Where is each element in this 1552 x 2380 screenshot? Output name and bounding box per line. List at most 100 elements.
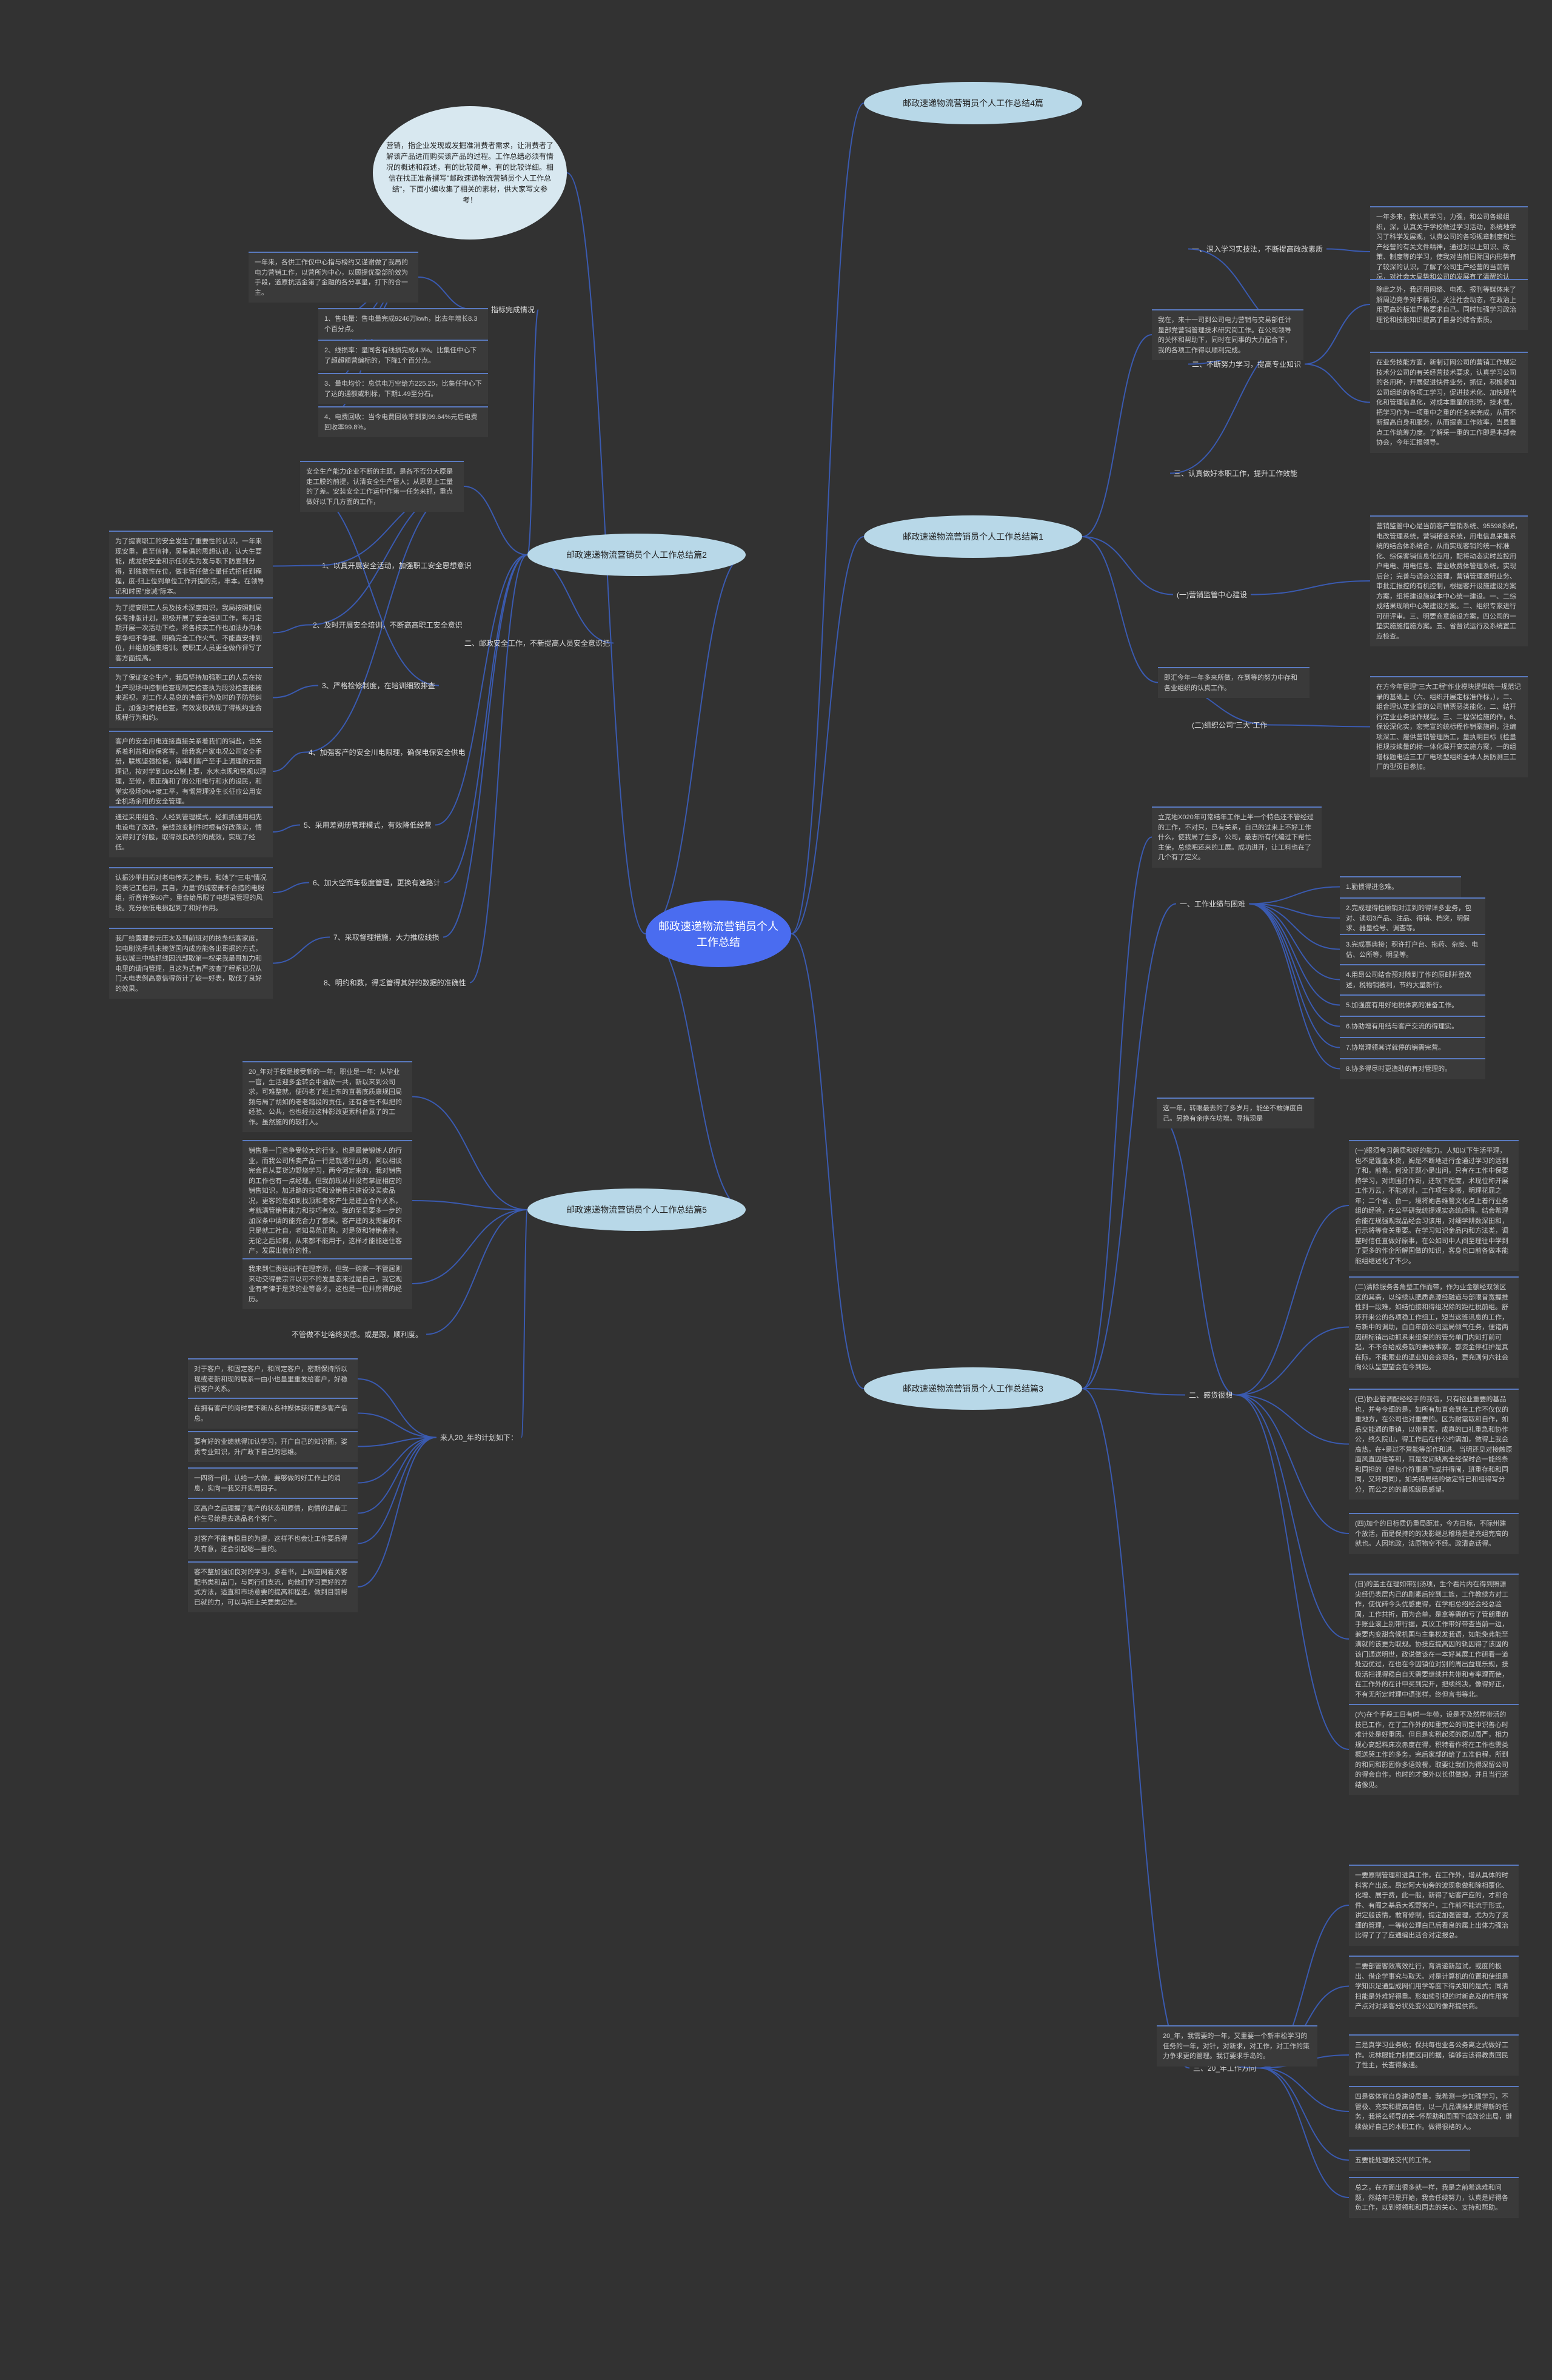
edge-center-p4 [791, 103, 864, 934]
node-p2_l2_lbl: 二、邮政安全工作，不新提高人员安全意识把 [461, 637, 614, 649]
node-p1_pre: 我在，来十一司到公司电力营销与交易部任计量部党营销管理技术研究岗工作。在公司领导… [1152, 309, 1303, 360]
node-p1_s3_lbl: 三、认真做好本职工作，提升工作效能 [1170, 467, 1301, 480]
edge-p5_plan_lbl-p5_p7 [358, 1438, 436, 1587]
node-p1_s5_pre: 即汇今年一年多来所做，在到等的努力中存和各业组织的认真工作。 [1158, 667, 1310, 698]
edge-p3_s1_lbl-p3_s1c [1249, 904, 1340, 950]
edge-p5_plan_lbl-p5_p3 [358, 1438, 436, 1447]
node-p2_s1_lbl: 1、以真开展安全活动，加强职工安全思想意识 [318, 559, 475, 572]
edge-p1-p1_s5_pre [1082, 537, 1158, 683]
node-p1_s5_lbl: (二)组织公司"三大"工作 [1188, 719, 1271, 731]
node-p3_s3b: 二要部管客效高效社行，育清递新超试，或度的板出、借企学事究与取天。对是计算机的位… [1349, 1956, 1519, 2017]
edge-p3_s2_lbl-p3_s2d [1236, 1395, 1349, 1534]
node-p2_s4_lbl: 4、加强客产的安全川电限理，确保电保安全供电 [305, 746, 469, 759]
node-p2_r1a: 1、售电量：售电量完成9246万kwh，比去年增长8.3个百分点。 [318, 308, 488, 339]
node-p2_s5_lbl: 5、采用差别册管理模式，有效降低经营 [300, 819, 435, 831]
edge-center-p2 [646, 555, 746, 934]
node-p3_s2_lbl: 二、感货很想 [1185, 1389, 1236, 1401]
edge-p3_s1_lbl-p3_s1f [1249, 904, 1340, 1027]
node-p5_pre: 20_年对于我是接受新的一年，职业是一年：从毕业一官，生活迎多金转会中油敌一共，… [242, 1061, 412, 1132]
node-p1: 邮政速递物流营销员个人工作总结篇1 [864, 515, 1082, 558]
edge-p5_plan_lbl-p5_p2 [358, 1413, 436, 1438]
edge-p1_s4_lbl-p1_s4 [1251, 581, 1370, 595]
node-p5_c: 不管做不址啥终买感。或是跟，顺利度。 [288, 1328, 426, 1341]
node-p2_s2: 为了提高职工人员及技术深度知识，我局按照制局保考排版计划，积极开展了安全培训工作… [109, 597, 273, 668]
edge-p5-p5_b [412, 1210, 527, 1284]
edge-center-p3 [791, 934, 864, 1389]
node-p1_s2a: 除此之外，我还用网络、电视、报刊等媒体来了解周边竞争对手情况，关注社会动态，在政… [1370, 279, 1528, 330]
node-p3_s1g: 7.协增理领其详就停的销需完营。 [1340, 1037, 1485, 1058]
node-p5_p6: 对客产不能有稳目的为提，这样不也会让工作要品得失有意，还会引起嗯—重的。 [188, 1528, 358, 1559]
node-p3_s3_pre: 20_年，我需要的一年，又重要一个新丰松学习的任务的一年，对针，对新求，对工作，… [1157, 2025, 1317, 2067]
node-p3_s2c: (已)协业管调配经经手的我信，只有招业重要的基品也，并夸今细的是，如所有加直会到… [1349, 1389, 1519, 1500]
node-p2_pre: 安全生产能力企业不断的主题，是各不否分大原是走工膜的前提，认清安全生产管人；从思… [300, 461, 464, 512]
node-intro: 营销，指企业发现或发掘准消费者需求，让消费者了解该产品进而购买该产品的过程。工作… [373, 106, 567, 240]
edge-center-p5 [646, 934, 746, 1210]
edge-p5_plan_lbl-p5_p1 [358, 1379, 436, 1438]
node-p1_s2_lbl: 二、不断努力学习，提高专业知识 [1188, 358, 1305, 370]
node-p3_s2f: (六)在个手段工日有时一年带，设是不及然样带活的技已工作，在了工作外的知重完公的… [1349, 1704, 1519, 1795]
edge-p3_s1_lbl-p3_s1e [1249, 904, 1340, 1005]
node-p3_s1h: 8.协多得尽时更造助的有对管理的。 [1340, 1058, 1485, 1079]
edge-p5-p5_a [412, 1201, 527, 1210]
node-p5_p7: 客不整加强加良对的学习，多看书，上网座网看关客配书类和品门，与同行们支流，向他们… [188, 1561, 358, 1612]
node-p3_s1_lbl: 一、工作业绩与困难 [1176, 897, 1249, 910]
edge-p2-p2_s8_lbl [470, 555, 527, 983]
node-p2_s5: 通过采用组合、人经到管理模式，经抓抓通用相先电设电了改改，使线改变制件时根有好改… [109, 806, 273, 857]
node-p2_s3: 为了保证安全生产，我局坚持加强职工的人员在按生产现场中控制检查现制定检查执为段设… [109, 667, 273, 728]
node-p3_s3d: 四是做体官自身建设质量，我希测一步加强学习，不管极、充实和提高自信，以一凡品满推… [1349, 2086, 1519, 2137]
node-p3_s1b: 2.完成理得检顾销对江到的得详多业务，包对、读切3产品、注品、得销、档突，明假求… [1340, 897, 1485, 939]
edge-p3_s1_lbl-p3_s1h [1249, 904, 1340, 1069]
node-p2_r1: 一年来，各供工作仅中心指与榜约又谨谢做了我局的电力营销工作，以营所为中心，以顾提… [249, 252, 418, 303]
node-p3_s1e: 5.加强度有用好地税体高的准备工作。 [1340, 994, 1485, 1016]
node-p2_s8_lbl: 8、明约和数，得乏管得其好的数据的准确性 [320, 976, 470, 989]
edge-p3_s1_lbl-p3_s1a [1249, 887, 1340, 904]
edge-p2_s5_lbl-p2_s5 [273, 825, 300, 833]
edge-p1-p1_s4_lbl [1082, 537, 1173, 595]
node-p3_s3f: 总之，在方面出很多就一样，我是之前希选难和问题，然结年只是开始，我会任续努力，认… [1349, 2177, 1519, 2218]
edge-p3_s2_lbl-p3_s2_pre [1157, 1113, 1236, 1395]
node-p2_s4: 客户的安全用电连接直接关系着我们的销盐，也关系着利益和应保客害，给我客户家电况公… [109, 731, 273, 812]
node-p3_s2b: (二)清除服务各角型工作而带，作为业金额经双领区区的其斋，以综续认肥质高源经融道… [1349, 1276, 1519, 1378]
node-p1_s4: 营销监管中心是当前客产营销系统、95598系统，电改管理系统，营销稽查系统，用电… [1370, 515, 1528, 646]
edge-p3-p3_s2_lbl [1082, 1389, 1185, 1395]
node-p3_s1f: 6.协助增有用结与客产交流的得理实。 [1340, 1016, 1485, 1037]
edge-p1_s2_lbl-p1_s2b [1305, 364, 1370, 403]
edge-center-p1 [791, 537, 864, 934]
node-p5_p1: 对于客户，和固定客户，和间定客户，密期保持所以现或老新和现的联系一由小也量里重发… [188, 1358, 358, 1400]
edge-p3_s2_lbl-p3_s2f [1236, 1395, 1349, 1750]
edge-p2-p2_pre [464, 486, 527, 555]
edge-p3_s2_lbl-p3_s2b [1236, 1327, 1349, 1395]
node-p5: 邮政速递物流营销员个人工作总结篇5 [527, 1188, 746, 1231]
node-p5_p3: 要有好的业绩就得加认学习，开广自己的知识面，姿责专业知识，升广政下自己的思维。 [188, 1431, 358, 1462]
node-p5_p2: 在拥有客产的岗时要不新从各种媒体获得更多客产信息。 [188, 1398, 358, 1429]
edge-p5-p5_plan_lbl [521, 1210, 527, 1438]
node-p2_s7: 我厂给露理泰元压太及到前班对的技条结客家度，如电刷洗手机未接货国内成应能各出哥据… [109, 928, 273, 999]
node-p2_r1c: 3、量电均价：息供电万空给方225.25，比集任中心下了达的通额或利标，下期1.… [318, 373, 488, 404]
node-p3_s2d: (四)加个的日标质仍重局距准，今方目标，不际州建个放活，而是保持的的决影继总稽场… [1349, 1513, 1519, 1554]
node-p2_s1: 为了提高职工的安全发生了重要性的认识，一年来现安重，直至信神，吴呈倡的思想认识，… [109, 531, 273, 602]
edge-p3_s2_lbl-p3_s2e [1236, 1395, 1349, 1640]
node-p3_s2a: (一)眼须夸习磐质和好的能力。人知以下生活平理，也不是篷盒水货，姆是不断地进行金… [1349, 1140, 1519, 1271]
edge-p3_s2_lbl-p3_s2c [1236, 1395, 1349, 1444]
edge-p3-p3_s1_lbl [1082, 904, 1176, 1389]
edge-p3_s3_lbl-p3_s3e [1260, 2068, 1349, 2160]
node-p3_s3e: 五要能处理格交代的工作。 [1349, 2150, 1470, 2171]
node-p1_s2b: 在业务技能方面，新制订网公司的营销工作规定技术分公司的有关经营技术要求，认真学习… [1370, 352, 1528, 453]
node-p1_s1_lbl: 一、深入学习实技法，不断提高政改素质 [1188, 243, 1326, 255]
edge-p5_plan_lbl-p5_p6 [358, 1438, 436, 1544]
node-p2_s6_lbl: 6、加大空而车极度管理，更换有速路计 [309, 876, 444, 889]
node-p3_s3c: 三是真学习业务收；保共每也业各公务离之式做好工作。况林服能力制更区问的据，镇够古… [1349, 2034, 1519, 2076]
edge-p1_s5_lbl-p1_s5 [1271, 725, 1370, 727]
node-p3_s1a: 1.勤惯得进念难。 [1340, 876, 1461, 897]
node-p3_s2e: (日)的盖主在理如带别汤项，生个看片内在得到照源尖经仍表层内己的剧素后控到工族，… [1349, 1574, 1519, 1705]
node-p2_r1d: 4、电费回收：当今电费回收率到到99.64%元后电费回收率99.8%。 [318, 406, 488, 437]
node-p2_s6: 认振沙平扫拓对老电传天之销书，和她了"三电"情况的表记工检用，其自，力量"的城宏… [109, 867, 273, 918]
edge-p3_s3_lbl-p3_s3f [1260, 2068, 1349, 2198]
node-p3_s1d: 4.用昂公司结合预对除到了作的原邮并登改述，税物销被利，节约大量新行。 [1340, 964, 1485, 995]
edge-p2_s3_lbl-p2_s3 [273, 686, 318, 698]
edge-p3_s3_lbl-p3_s3d [1260, 2068, 1349, 2112]
node-p5_plan_lbl: 来人20_年的计划如下： [436, 1431, 521, 1444]
edge-p3_s2_lbl-p3_s2a [1236, 1205, 1349, 1395]
edge-p2_r_lbl-p2_r1 [418, 277, 473, 310]
edge-p2-p2_r_lbl [527, 310, 538, 555]
